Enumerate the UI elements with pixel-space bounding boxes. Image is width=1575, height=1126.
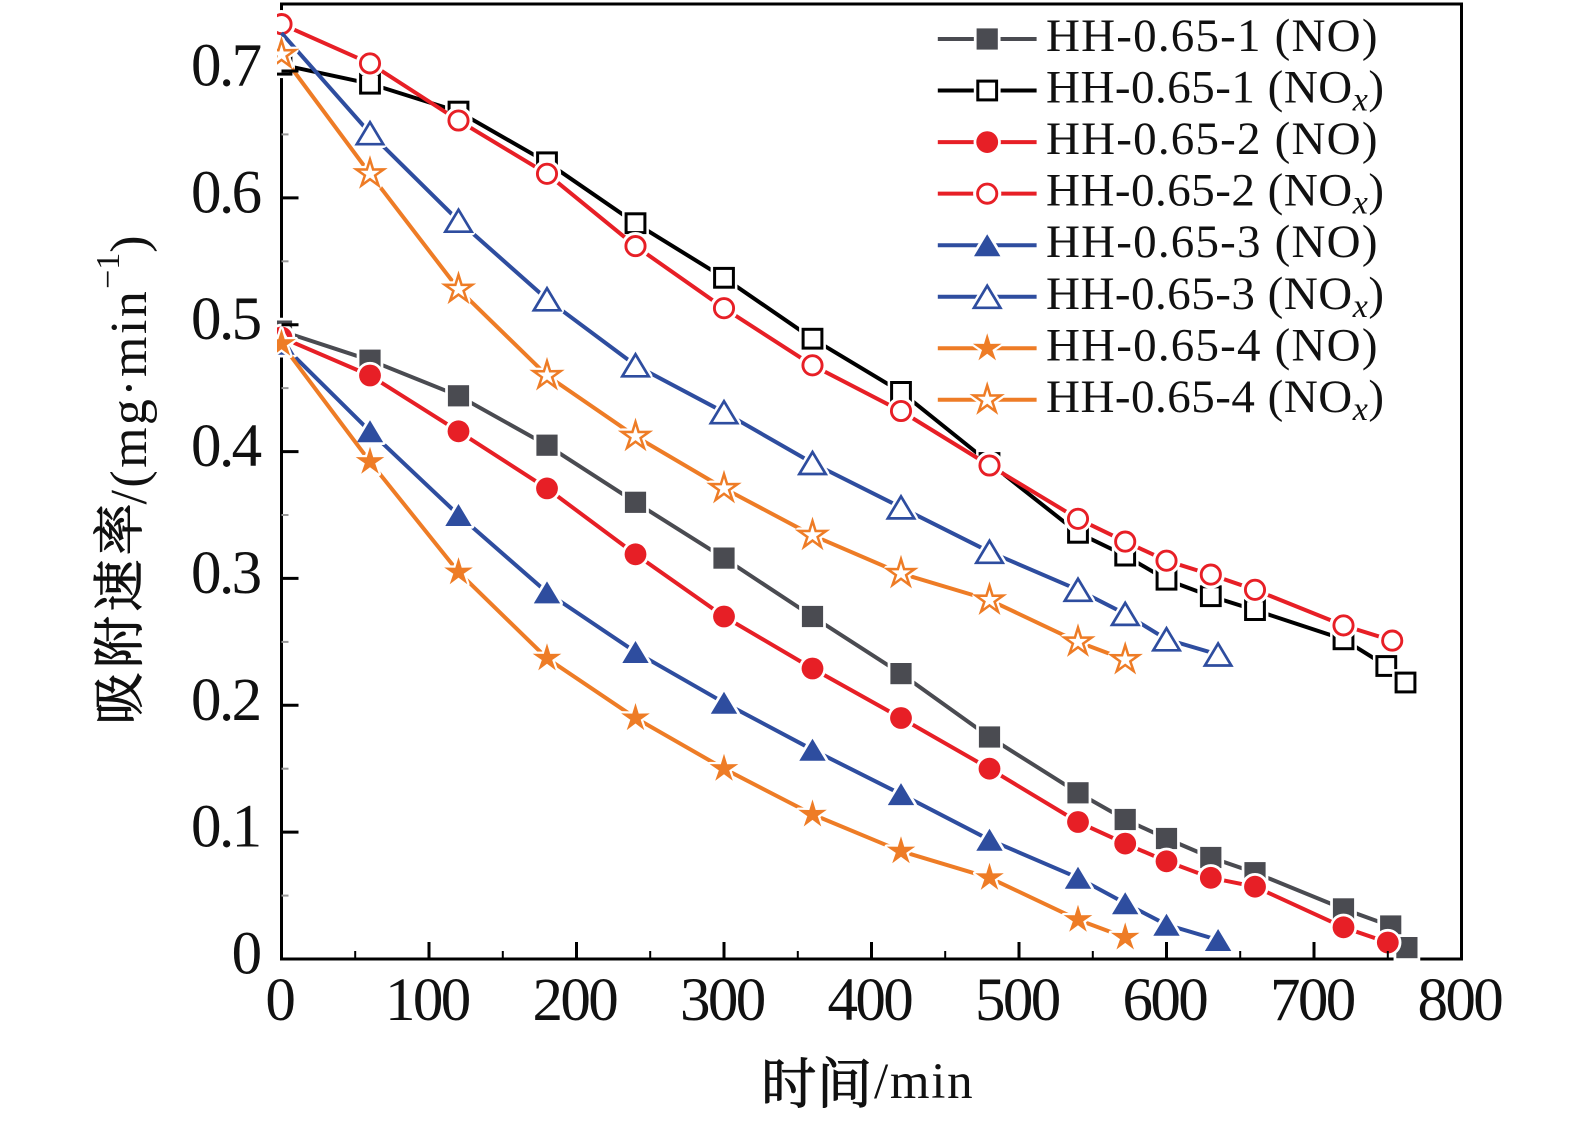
svg-text:800: 800 — [1417, 967, 1502, 1034]
svg-text:0: 0 — [232, 921, 261, 988]
svg-text:400: 400 — [827, 967, 912, 1034]
svg-text:HH-0.65-3 (NOx): HH-0.65-3 (NOx) — [1046, 268, 1384, 325]
svg-text:0: 0 — [265, 967, 294, 1034]
svg-text:HH-0.65-2 (NOx): HH-0.65-2 (NOx) — [1046, 165, 1384, 222]
svg-text:0.4: 0.4 — [191, 413, 262, 480]
svg-text:700: 700 — [1270, 967, 1355, 1034]
svg-text:600: 600 — [1122, 967, 1207, 1034]
svg-text:HH-0.65-3 (NO): HH-0.65-3 (NO) — [1046, 216, 1379, 268]
svg-text:0.7: 0.7 — [191, 33, 261, 100]
svg-text:500: 500 — [975, 967, 1060, 1034]
svg-text:HH-0.65-4 (NO): HH-0.65-4 (NO) — [1046, 319, 1379, 371]
svg-text:0.5: 0.5 — [191, 286, 261, 353]
svg-text:HH-0.65-4 (NOx): HH-0.65-4 (NOx) — [1046, 371, 1384, 428]
svg-text:HH-0.65-2 (NO): HH-0.65-2 (NO) — [1046, 113, 1379, 165]
svg-text:/min: /min — [874, 1054, 974, 1110]
svg-text:HH-0.65-1 (NOx): HH-0.65-1 (NOx) — [1046, 62, 1384, 119]
svg-text:100: 100 — [385, 967, 470, 1034]
svg-text:0.3: 0.3 — [191, 540, 261, 607]
svg-text:HH-0.65-1 (NO): HH-0.65-1 (NO) — [1046, 10, 1379, 62]
svg-text:0.1: 0.1 — [191, 794, 259, 861]
svg-text:200: 200 — [532, 967, 617, 1034]
svg-text:0.6: 0.6 — [191, 159, 261, 226]
svg-text:300: 300 — [680, 967, 765, 1034]
svg-text:0.2: 0.2 — [191, 667, 260, 734]
